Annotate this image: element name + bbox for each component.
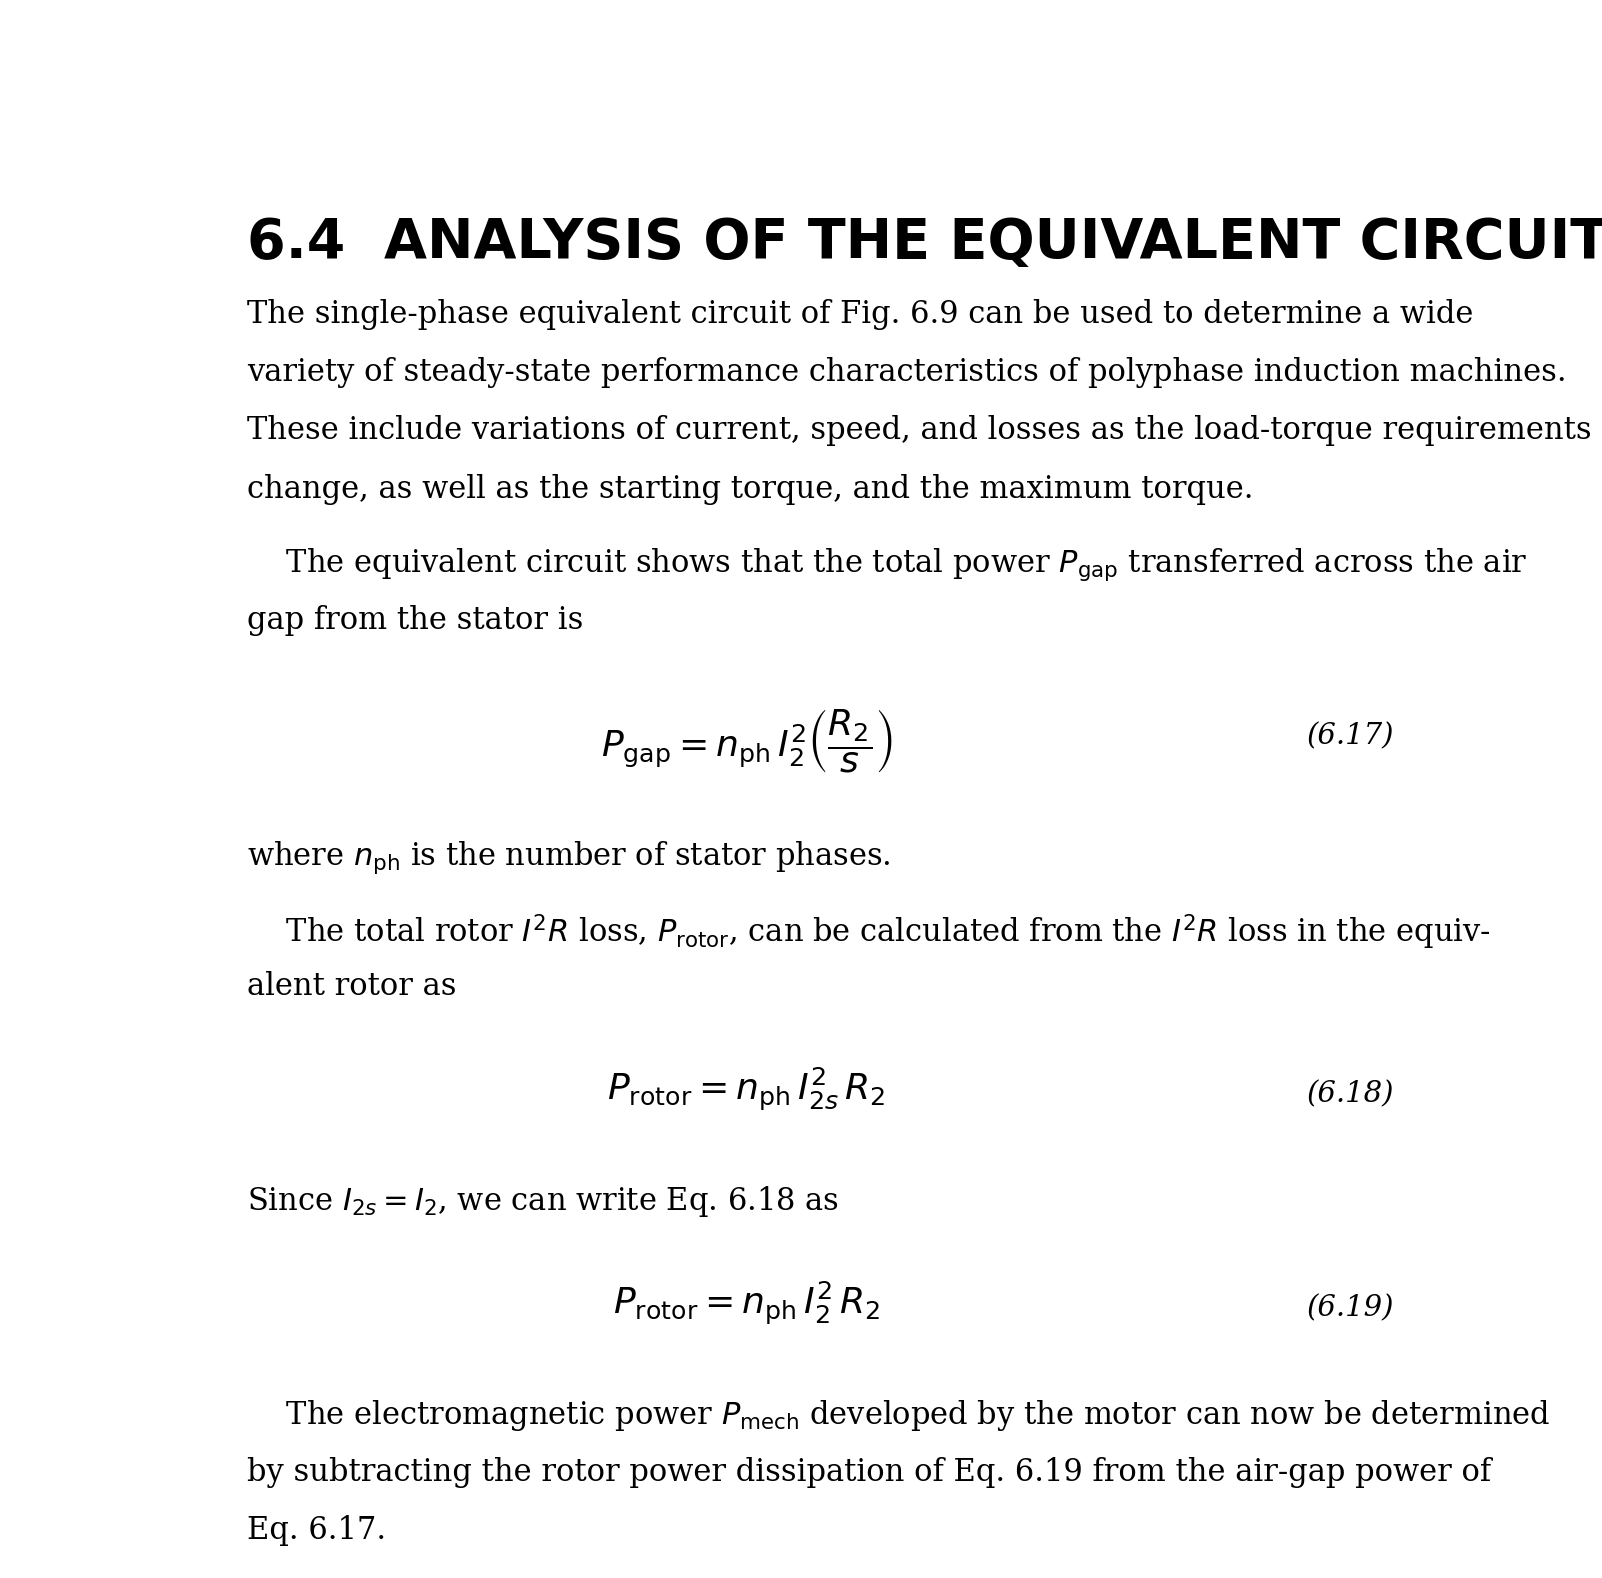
Text: These include variations of current, speed, and losses as the load-torque requir: These include variations of current, spe… [247,415,1592,447]
Text: (6.19): (6.19) [1307,1294,1395,1322]
Text: where $n_{\mathrm{ph}}$ is the number of stator phases.: where $n_{\mathrm{ph}}$ is the number of… [247,839,891,876]
Text: $P_{\mathrm{rotor}} = n_{\mathrm{ph}}\, I_{2s}^2\, R_2$: $P_{\mathrm{rotor}} = n_{\mathrm{ph}}\, … [607,1065,886,1112]
Text: The equivalent circuit shows that the total power $P_{\mathrm{gap}}$ transferred: The equivalent circuit shows that the to… [247,546,1528,584]
Text: (6.18): (6.18) [1307,1079,1395,1108]
Text: by subtracting the rotor power dissipation of Eq. 6.19 from the air-gap power of: by subtracting the rotor power dissipati… [247,1456,1491,1488]
Text: Since $I_{2s} = I_2$, we can write Eq. 6.18 as: Since $I_{2s} = I_2$, we can write Eq. 6… [247,1185,839,1220]
Text: change, as well as the starting torque, and the maximum torque.: change, as well as the starting torque, … [247,473,1254,505]
Text: The single-phase equivalent circuit of Fig. 6.9 can be used to determine a wide: The single-phase equivalent circuit of F… [247,298,1474,330]
Text: (6.17): (6.17) [1307,723,1395,751]
Text: $P_{\mathrm{rotor}} = n_{\mathrm{ph}}\, I_2^2\, R_2$: $P_{\mathrm{rotor}} = n_{\mathrm{ph}}\, … [614,1280,879,1327]
Text: gap from the stator is: gap from the stator is [247,604,583,636]
Text: alent rotor as: alent rotor as [247,970,457,1002]
Text: 6.4  ANALYSIS OF THE EQUIVALENT CIRCUIT: 6.4 ANALYSIS OF THE EQUIVALENT CIRCUIT [247,216,1602,270]
Text: The electromagnetic power $P_{\mathrm{mech}}$ developed by the motor can now be : The electromagnetic power $P_{\mathrm{me… [247,1398,1551,1433]
Text: The total rotor $I^2 R$ loss, $P_{\mathrm{rotor}}$, can be calculated from the $: The total rotor $I^2 R$ loss, $P_{\mathr… [247,912,1491,952]
Text: Eq. 6.17.: Eq. 6.17. [247,1515,386,1546]
Text: $P_{\mathrm{gap}} = n_{\mathrm{ph}}\, I_2^2 \left(\dfrac{R_2}{s}\right)$: $P_{\mathrm{gap}} = n_{\mathrm{ph}}\, I_… [601,709,892,775]
Text: variety of steady-state performance characteristics of polyphase induction machi: variety of steady-state performance char… [247,357,1567,388]
